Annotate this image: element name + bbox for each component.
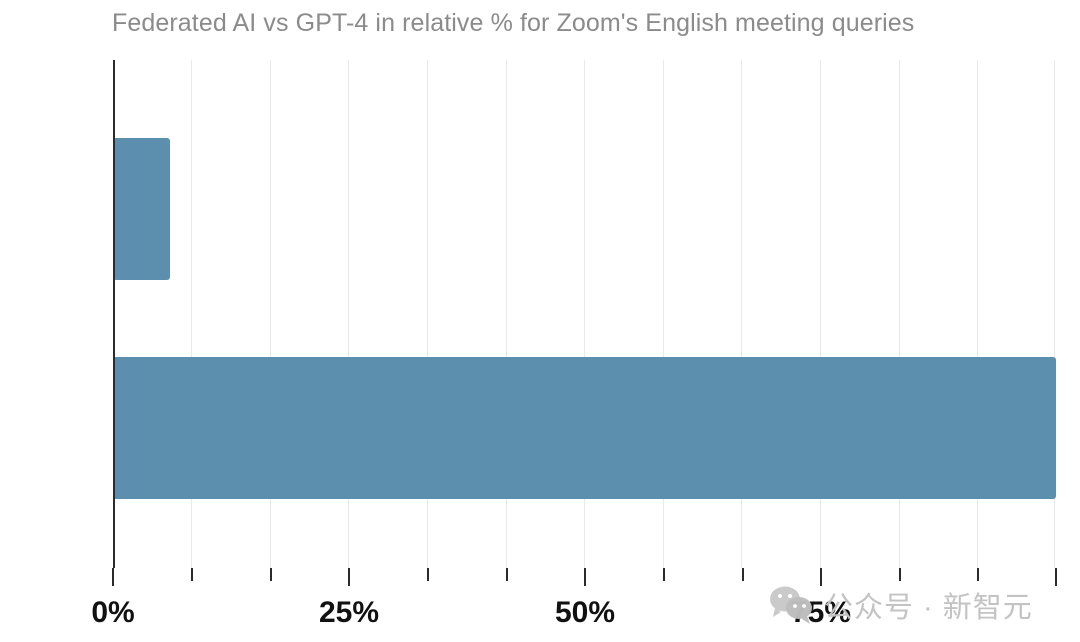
gridline-58 [663, 60, 664, 568]
gridline-8 [191, 60, 192, 568]
xtick-58 [663, 568, 665, 581]
bar-quality[interactable] [113, 357, 1056, 499]
xtick-42 [506, 568, 508, 581]
xtick-label-75: 75% [790, 596, 852, 629]
xtick-label-50: 50% [554, 596, 616, 629]
bar-cost[interactable] [113, 138, 170, 280]
gridline-33 [427, 60, 428, 568]
gridline-50 [584, 60, 585, 568]
xtick-75 [820, 568, 822, 586]
gridline-67 [741, 60, 742, 568]
plot-area [113, 60, 1056, 568]
xtick-0 [112, 568, 114, 586]
xtick-100 [1055, 568, 1057, 586]
xtick-92 [977, 568, 979, 581]
gridline-75 [820, 60, 821, 568]
gridline-42 [506, 60, 507, 568]
xtick-label-0: 0% [91, 596, 135, 629]
xtick-33 [427, 568, 429, 581]
xtick-17 [270, 568, 272, 581]
y-axis-line [113, 60, 115, 568]
xtick-83 [899, 568, 901, 581]
gridline-83 [899, 60, 900, 568]
chart-title: Federated AI vs GPT-4 in relative % for … [112, 9, 915, 37]
xtick-50 [584, 568, 586, 586]
xtick-label-25: 25% [318, 596, 380, 629]
xtick-67 [742, 568, 744, 581]
xtick-25 [348, 568, 350, 586]
gridline-92 [977, 60, 978, 568]
gridline-17 [270, 60, 271, 568]
gridline-25 [348, 60, 349, 568]
gridline-100 [1054, 60, 1055, 568]
xtick-8 [191, 568, 193, 581]
